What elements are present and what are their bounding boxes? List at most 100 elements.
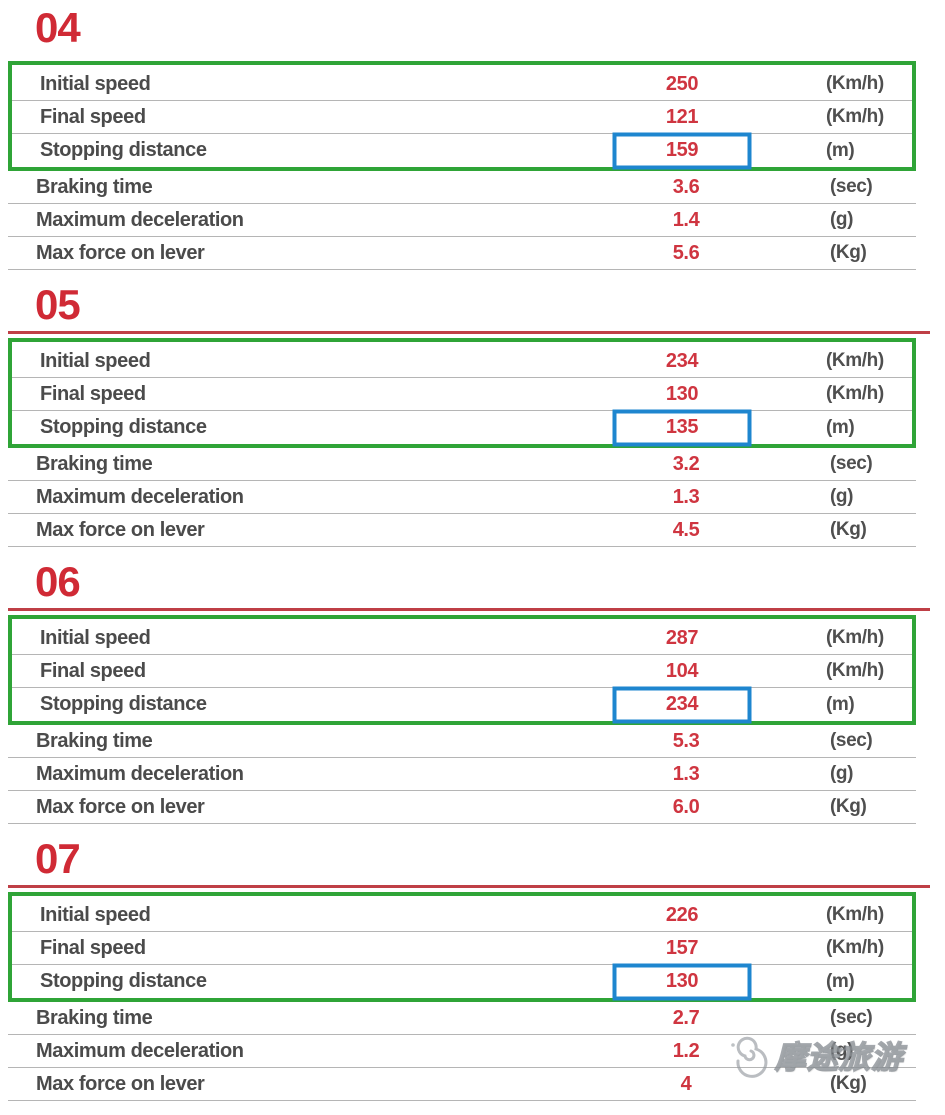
row-label: Braking time (36, 452, 153, 475)
row-value: 287 (665, 626, 699, 649)
table-row: Stopping distance 234 (m) (12, 686, 912, 723)
row-label: Initial speed (40, 72, 151, 95)
row-value: 4 (680, 1072, 692, 1095)
row-label: Initial speed (40, 903, 151, 926)
table-row: Braking time 3.2 (sec) (8, 448, 916, 481)
section-number: 05 (35, 281, 81, 328)
row-value: 104 (665, 659, 699, 682)
highlight-box-green: Initial speed 287 (Km/h) Final speed 104… (8, 615, 916, 725)
table-row: Stopping distance 130 (m) (12, 963, 912, 1000)
row-unit: (Km/h) (826, 660, 884, 681)
table-row: Final speed 121 (Km/h) (12, 101, 912, 134)
row-value: 130 (665, 382, 699, 405)
row-label: Maximum deceleration (36, 1039, 244, 1062)
outer-rows: Braking time 3.6 (sec) Maximum decelerat… (8, 171, 916, 270)
value-cell: 5.6 (556, 242, 816, 265)
red-rule (8, 331, 930, 334)
row-unit: (Km/h) (826, 904, 884, 925)
row-value: 3.2 (672, 452, 700, 475)
value-cell: 1.3 (556, 486, 816, 509)
row-value: 157 (665, 936, 699, 959)
value-cell: 287 (552, 627, 812, 650)
highlight-box-blue (612, 686, 752, 723)
table-row: Final speed 130 (Km/h) (12, 378, 912, 411)
section-number: 04 (35, 4, 81, 51)
red-rule (8, 608, 930, 611)
row-value: 121 (665, 105, 699, 128)
row-unit: (sec) (830, 730, 873, 751)
row-unit: (Kg) (830, 1073, 867, 1094)
value-cell: 234 (552, 350, 812, 373)
row-unit: (m) (826, 416, 855, 438)
value-cell: 1.2 (556, 1040, 816, 1063)
table-row: Final speed 157 (Km/h) (12, 932, 912, 965)
table-row: Maximum deceleration 1.3 (g) (8, 758, 916, 791)
value-cell: 1.3 (556, 763, 816, 786)
row-unit: (sec) (830, 453, 873, 474)
highlight-box-blue (612, 963, 752, 1000)
row-label: Max force on lever (36, 1072, 205, 1095)
highlight-box-green: Initial speed 234 (Km/h) Final speed 130… (8, 338, 916, 448)
row-unit: (Km/h) (826, 106, 884, 127)
row-unit: (Kg) (830, 796, 867, 817)
table-row: Final speed 104 (Km/h) (12, 655, 912, 688)
row-unit: (Kg) (830, 242, 867, 263)
row-value: 250 (665, 72, 699, 95)
value-cell: 3.6 (556, 176, 816, 199)
row-unit: (Km/h) (826, 73, 884, 94)
row-label: Final speed (40, 936, 146, 959)
row-value: 5.3 (672, 729, 700, 752)
table-row: Braking time 5.3 (sec) (8, 725, 916, 758)
row-label: Final speed (40, 105, 146, 128)
table-row: Initial speed 234 (Km/h) (12, 345, 912, 378)
row-value: 2.7 (672, 1006, 700, 1029)
outer-rows: Braking time 5.3 (sec) Maximum decelerat… (8, 725, 916, 824)
row-label: Stopping distance (40, 416, 207, 438)
value-cell: 104 (552, 660, 812, 683)
table-row: Maximum deceleration 1.2 (g) (8, 1035, 916, 1068)
value-cell: 226 (552, 904, 812, 927)
row-label: Braking time (36, 729, 153, 752)
row-unit: (m) (826, 139, 855, 161)
row-unit: (sec) (830, 1007, 873, 1028)
row-value: 4.5 (672, 518, 700, 541)
section-number: 07 (35, 835, 81, 882)
value-cell: 250 (552, 73, 812, 96)
row-label: Initial speed (40, 349, 151, 372)
row-value: 159 (665, 139, 699, 161)
row-value: 234 (665, 349, 699, 372)
table-row: Stopping distance 135 (m) (12, 409, 912, 446)
table-row: Initial speed 226 (Km/h) (12, 899, 912, 932)
row-label: Max force on lever (36, 518, 205, 541)
row-label: Maximum deceleration (36, 208, 244, 231)
value-cell: 2.7 (556, 1007, 816, 1030)
value-cell: 6.0 (556, 796, 816, 819)
row-value: 1.4 (672, 208, 700, 231)
table-row: Max force on lever 5.6 (Kg) (8, 237, 916, 270)
outer-rows: Braking time 3.2 (sec) Maximum decelerat… (8, 448, 916, 547)
value-cell: 3.2 (556, 453, 816, 476)
table-row: Max force on lever 4 (Kg) (8, 1068, 916, 1101)
row-label: Max force on lever (36, 241, 205, 264)
value-cell: 130 (552, 963, 812, 1000)
row-unit: (sec) (830, 176, 873, 197)
row-label: Final speed (40, 659, 146, 682)
table-row: Initial speed 250 (Km/h) (12, 68, 912, 101)
row-value: 130 (665, 970, 699, 992)
row-value: 135 (665, 416, 699, 438)
row-value: 226 (665, 903, 699, 926)
row-unit: (Km/h) (826, 627, 884, 648)
test-section: 05 Initial speed 234 (Km/h) Final speed … (8, 281, 945, 547)
table-row: Initial speed 287 (Km/h) (12, 622, 912, 655)
value-cell: 135 (552, 409, 812, 446)
row-value: 6.0 (672, 795, 700, 818)
row-unit: (Km/h) (826, 350, 884, 371)
row-value: 5.6 (672, 241, 700, 264)
highlight-box-green: Initial speed 226 (Km/h) Final speed 157… (8, 892, 916, 1002)
value-cell: 234 (552, 686, 812, 723)
test-section: 07 Initial speed 226 (Km/h) Final speed … (8, 835, 945, 1101)
test-section: 04 Initial speed 250 (Km/h) Final speed … (8, 4, 945, 270)
row-unit: (Km/h) (826, 383, 884, 404)
row-unit: (g) (830, 209, 854, 230)
